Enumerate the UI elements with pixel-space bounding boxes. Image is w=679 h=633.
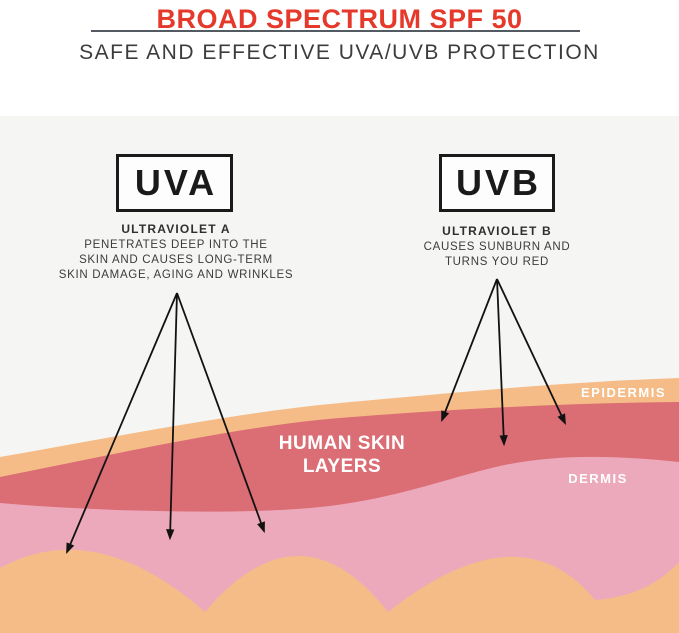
uvb-description: CAUSES SUNBURN AND TURNS YOU RED bbox=[387, 240, 607, 270]
uvb-description-line: CAUSES SUNBURN AND bbox=[423, 241, 571, 253]
header-divider bbox=[91, 30, 580, 32]
page-subtitle: SAFE AND EFFECTIVE UVA/UVB PROTECTION bbox=[79, 41, 600, 64]
human-skin-layers-label: HUMAN SKIN LAYERS bbox=[252, 432, 432, 478]
uva-description-line: SKIN AND CAUSES LONG-TERM bbox=[79, 254, 273, 266]
human-skin-layers-label-line1: HUMAN SKIN bbox=[278, 433, 406, 454]
uvb-box: UVB bbox=[439, 154, 555, 212]
uva-description: PENETRATES DEEP INTO THE SKIN AND CAUSES… bbox=[40, 238, 312, 283]
uva-box: UVA bbox=[116, 154, 233, 212]
uvb-description-line: TURNS YOU RED bbox=[444, 256, 550, 268]
page-title: BROAD SPECTRUM SPF 50 bbox=[156, 4, 523, 34]
uva-description-line: PENETRATES DEEP INTO THE bbox=[84, 239, 268, 251]
uva-description-line: SKIN DAMAGE, AGING AND WRINKLES bbox=[58, 269, 294, 281]
epidermis-label: EPIDERMIS bbox=[580, 385, 666, 400]
subcutaneous-layer-shape bbox=[0, 549, 679, 633]
dermis-label: DERMIS bbox=[568, 471, 628, 486]
human-skin-layers-label-line2: LAYERS bbox=[302, 456, 382, 477]
uvb-name-label: ULTRAVIOLET B bbox=[442, 224, 552, 238]
uva-name-label: ULTRAVIOLET A bbox=[121, 222, 231, 236]
